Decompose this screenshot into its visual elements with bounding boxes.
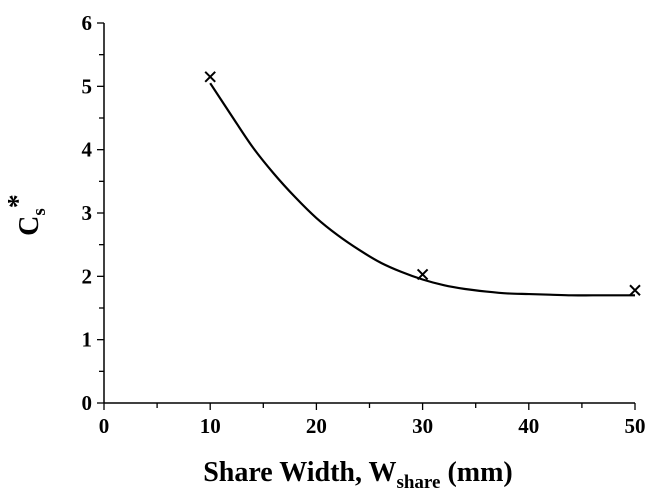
x-tick-label: 50 xyxy=(625,414,646,438)
axes xyxy=(103,23,635,404)
y-tick-label: 1 xyxy=(82,328,93,352)
y-tick-label: 4 xyxy=(82,138,93,162)
x-axis-title-sub: share xyxy=(396,472,440,493)
data-points xyxy=(204,71,641,296)
y-tick-label: 2 xyxy=(82,264,93,288)
x-ticks: 0 10 20 30 40 50 xyxy=(99,403,646,438)
y-axis-title-sub: s xyxy=(29,208,50,215)
data-point xyxy=(416,268,429,281)
y-axis-title: Cs* xyxy=(3,194,50,236)
x-tick-label: 10 xyxy=(200,414,221,438)
x-tick-label: 30 xyxy=(412,414,433,438)
x-tick-label: 40 xyxy=(518,414,539,438)
y-tick-label: 5 xyxy=(82,74,93,98)
y-ticks: 0 1 2 3 4 5 6 xyxy=(82,11,104,415)
trendline xyxy=(209,82,635,297)
y-axis-title-sup: * xyxy=(3,194,34,208)
x-tick-label: 20 xyxy=(306,414,327,438)
x-axis-title-unit: (mm) xyxy=(440,457,512,488)
x-tick-label: 0 xyxy=(99,414,110,438)
y-axis-title-main: C xyxy=(14,216,45,236)
y-tick-label: 3 xyxy=(82,201,93,225)
y-tick-label: 6 xyxy=(82,11,93,35)
y-tick-label: 0 xyxy=(82,391,93,415)
data-point xyxy=(204,71,216,83)
data-point xyxy=(629,284,641,296)
x-axis-title-main: Share Width, W xyxy=(203,457,396,488)
x-axis-title: Share Width, Wshare (mm) xyxy=(203,457,513,493)
